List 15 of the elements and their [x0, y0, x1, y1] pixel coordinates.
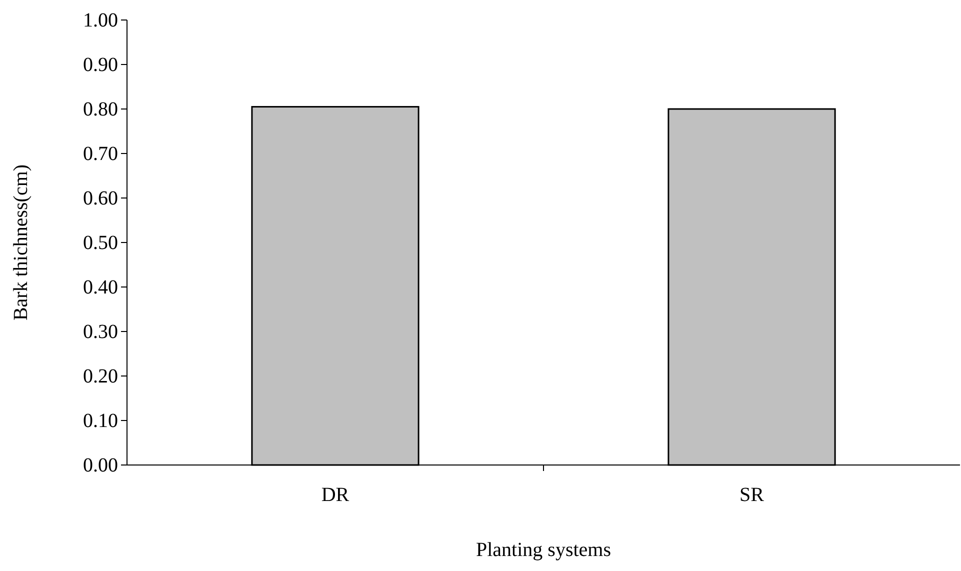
y-tick-label: 0.00 — [83, 454, 118, 476]
y-tick-label: 0.40 — [83, 276, 118, 298]
y-tick-label: 1.00 — [83, 9, 118, 32]
y-tick-label: 0.50 — [83, 232, 118, 254]
y-tick-label: 0.90 — [83, 54, 118, 76]
y-tick-label: 0.80 — [83, 98, 118, 120]
x-tick-label: DR — [321, 484, 350, 506]
y-tick-label: 0.70 — [83, 142, 118, 165]
x-tick-label: SR — [740, 484, 765, 506]
x-axis-title: Planting systems — [476, 539, 612, 561]
y-tick-label: 0.60 — [83, 187, 118, 210]
y-tick-label: 0.20 — [83, 365, 118, 388]
y-tick-label: 0.10 — [83, 410, 118, 432]
y-axis-title: Bark thichness(cm) — [10, 164, 32, 321]
y-tick-label: 0.30 — [83, 320, 118, 343]
